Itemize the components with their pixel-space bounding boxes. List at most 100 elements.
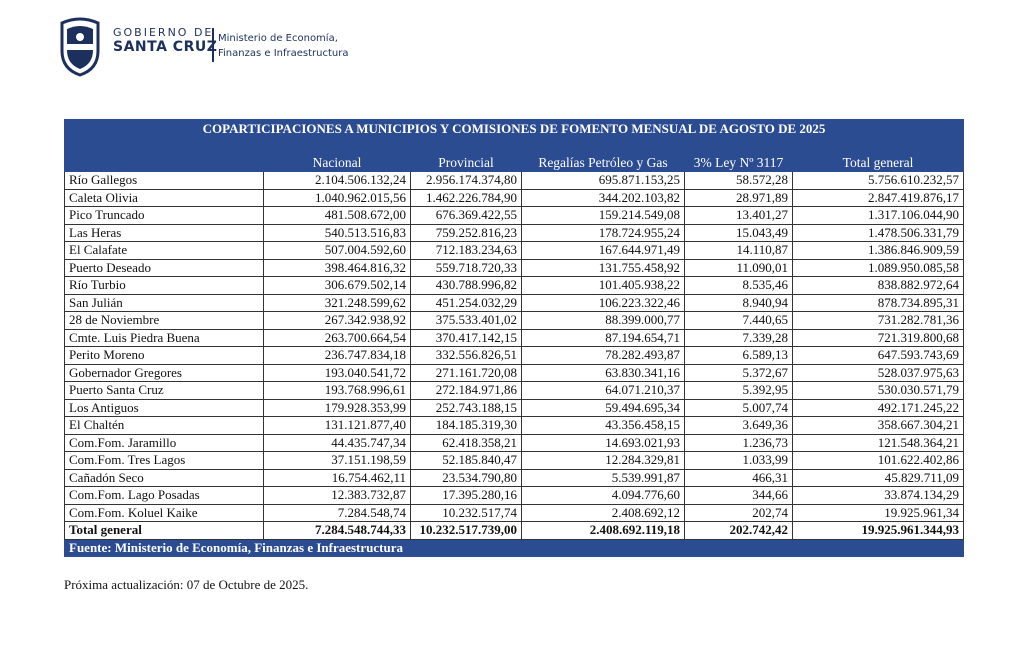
cell: Cmte. Luis Piedra Buena [64,328,264,347]
cell: 19.925.961.344,93 [791,521,965,540]
cell: 43.356.458,15 [521,416,685,435]
cell: Puerto Santa Cruz [64,381,264,400]
data-row: Perito Moreno 236.747.834,18 332.556.826,5… [64,346,965,365]
cell: 8.535,46 [684,276,793,295]
data-row: Com.Fom. Jaramillo 44.435.747,34 62.418.35… [64,433,965,452]
divider [212,28,214,62]
cell: 712.183.234,63 [410,241,522,260]
cell: 5.392,95 [684,381,793,400]
cell: 6.589,13 [684,346,793,365]
gov-line: SANTA CRUZ [113,39,218,55]
cell: 647.593.743,69 [791,346,965,365]
cell: 5.756.610.232,57 [791,171,965,190]
header-row: Nacional Provincial Regalías Petróleo y Ga… [64,138,965,172]
cell: Com.Fom. Lago Posadas [64,486,264,505]
cell: 63.830.341,16 [521,363,685,382]
cell: 2.408.692.119,18 [521,521,685,540]
data-row: Cañadón Seco 16.754.462,11 23.534.790,80 5.… [64,468,965,487]
cell: 15.043,49 [684,223,793,242]
cell: Perito Moreno [64,346,264,365]
cell: 1.317.106.044,90 [791,206,965,225]
cell: 19.925.961,34 [791,503,965,522]
cell: 676.369.422,55 [410,206,522,225]
cell: 28.971,89 [684,188,793,207]
cell: 121.548.364,21 [791,433,965,452]
cell: Puerto Deseado [64,258,264,277]
cell: 1.033,99 [684,451,793,470]
footnote: Próxima actualización: 07 de Octubre de … [64,577,309,592]
cell: 5.539.991,87 [521,468,685,487]
data-row: 28 de Noviembre 267.342.938,92 375.533.401… [64,311,965,330]
cell: Total general [64,521,264,540]
cell: 59.494.695,34 [521,398,685,417]
cell: Río Turbio [64,276,264,295]
cell: 451.254.032,29 [410,293,522,312]
cell: 271.161.720,08 [410,363,522,382]
logo-text: GOBIERNO DE SANTA CRUZ [113,26,217,55]
cell: 358.667.304,21 [791,416,965,435]
cell: COPARTICIPACIONES A MUNICIPIOS Y COMISIO… [63,119,965,139]
cell: Com.Fom. Koluel Kaike [64,503,264,522]
cell: 45.829.711,09 [791,468,965,487]
cell: 263.700.664,54 [263,328,411,347]
ministry-line: Finanzas e Infraestructura [218,48,349,59]
data-row: Cmte. Luis Piedra Buena 263.700.664,54 370… [64,328,965,347]
cell: Río Gallegos [64,171,264,190]
cell: 344.202.103,82 [521,188,685,207]
cell: 2.956.174.374,80 [410,171,522,190]
cell: 193.768.996,61 [263,381,411,400]
cell: 1.462.226.784,90 [410,188,522,207]
cell: 3% Ley Nº 3117 [684,138,793,172]
cell: 101.405.938,22 [521,276,685,295]
cell: 306.679.502,14 [263,276,411,295]
cell: 731.282.781,36 [791,311,965,330]
cell: 87.194.654,71 [521,328,685,347]
cell: 88.399.000,77 [521,311,685,330]
cell: 101.622.402,86 [791,451,965,470]
cell: 58.572,28 [684,171,793,190]
cell: 8.940,94 [684,293,793,312]
cell: 695.871.153,25 [521,171,685,190]
cell: 370.417.142,15 [410,328,522,347]
cell: Las Heras [64,223,264,242]
cell: 430.788.996,82 [410,276,522,295]
cell: San Julián [64,293,264,312]
cell: 12.284.329,81 [521,451,685,470]
data-row: Puerto Deseado 398.464.816,32 559.718.720,… [64,258,965,277]
cell: Los Antiguos [64,398,264,417]
cell: 64.071.210,37 [521,381,685,400]
cell: 167.644.971,49 [521,241,685,260]
cell: Com.Fom. Jaramillo [64,433,264,452]
cell: 540.513.516,83 [263,223,411,242]
cell: 838.882.972,64 [791,276,965,295]
cell: 398.464.816,32 [263,258,411,277]
cell: 481.508.672,00 [263,206,411,225]
cell: 44.435.747,34 [263,433,411,452]
data-row: Com.Fom. Tres Lagos 37.151.198,59 52.185.8… [64,451,965,470]
cell: 530.030.571,79 [791,381,965,400]
cell: Fuente: Ministerio de Economía, Finanzas… [63,538,965,557]
table: COPARTICIPACIONES A MUNICIPIOS Y COMISIO… [63,119,965,557]
logo [60,17,100,77]
cell: 7.440,65 [684,311,793,330]
data-row: El Calafate 507.004.592,60 712.183.234,63 1… [64,241,965,260]
cell: 1.236,73 [684,433,793,452]
data-row: Pico Truncado 481.508.672,00 676.369.422,5… [64,206,965,225]
cell: 179.928.353,99 [263,398,411,417]
total-row: Total general 7.284.548.744,33 10.232.517.… [64,521,965,540]
cell: 193.040.541,72 [263,363,411,382]
cell: 37.151.198,59 [263,451,411,470]
cell: 252.743.188,15 [410,398,522,417]
cell: 332.556.826,51 [410,346,522,365]
cell: 759.252.816,23 [410,223,522,242]
cell: El Calafate [64,241,264,260]
cell: Total general [791,138,965,172]
cell: 1.089.950.085,58 [791,258,965,277]
cell: 5.372,67 [684,363,793,382]
cell: El Chaltén [64,416,264,435]
cell [64,138,264,172]
cell: 131.755.458,92 [521,258,685,277]
cell: 878.734.895,31 [791,293,965,312]
cell: 131.121.877,40 [263,416,411,435]
